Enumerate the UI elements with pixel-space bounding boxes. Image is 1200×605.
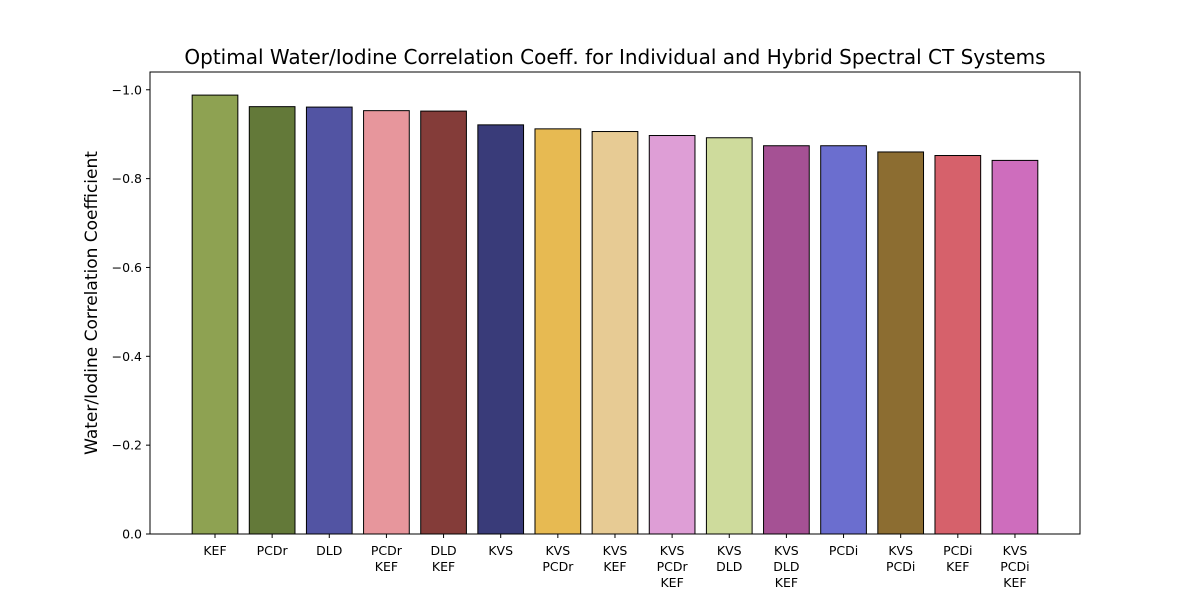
x-tick-label-line: KVS (488, 543, 513, 558)
bar-kvs-dld (705, 137, 753, 535)
x-tick-label-line: PCDi (943, 543, 972, 558)
y-tick-label: −0.4 (112, 349, 142, 364)
x-tick-label-line: KVS (660, 543, 685, 558)
x-tick-label: KVS KEF (603, 543, 628, 574)
chart-title: Optimal Water/Iodine Correlation Coeff. … (184, 45, 1045, 69)
x-tick-label: PCDr KEF (371, 543, 403, 574)
y-tick-label: −1.0 (112, 82, 142, 97)
bars-group (191, 94, 1039, 535)
x-tick-label-line: PCDi (886, 559, 915, 574)
x-tick-label-line: PCDr (542, 559, 574, 574)
bar-kef (191, 94, 239, 535)
x-tick-label-line: PCDi (1000, 559, 1029, 574)
x-tick-label-line: PCDr (371, 543, 403, 558)
x-tick-label-line: KVS (603, 543, 628, 558)
x-tick-label: KVS DLD KEF (773, 543, 799, 590)
y-tick-label: −0.8 (112, 171, 142, 186)
bar-kvs (477, 124, 525, 535)
bar-kvs-kef (591, 131, 639, 535)
x-tick-label-line: DLD (773, 559, 799, 574)
x-tick-label-line: DLD (430, 543, 456, 558)
x-tick-label-line: KVS (774, 543, 799, 558)
bar-dld-kef (420, 110, 467, 535)
x-tick-label-line: KEF (603, 559, 626, 574)
x-tick-label: KEF (203, 543, 226, 558)
plot-frame (149, 71, 1081, 535)
bar-kvs-pcdi-kef (991, 159, 1039, 535)
x-tick-label-line: KEF (775, 575, 798, 590)
bar-kvs-pcdr (534, 128, 582, 535)
x-tick-label-line: DLD (316, 543, 342, 558)
x-tick-label-line: KVS (545, 543, 570, 558)
x-tick-label: KVS PCDr KEF (657, 543, 689, 590)
x-tick-label-line: KEF (1003, 575, 1026, 590)
x-tick-label: PCDr (257, 543, 289, 558)
x-tick-label: KVS PCDr (542, 543, 574, 574)
y-tick-label: −0.6 (112, 260, 142, 275)
x-tick-label: KVS PCDi (886, 543, 915, 574)
x-tick-label: PCDi (829, 543, 858, 558)
x-tick-label-line: KVS (717, 543, 742, 558)
bar-pcdi (820, 145, 867, 535)
x-tick-label: PCDi KEF (943, 543, 972, 574)
x-tick-label-line: PCDr (257, 543, 289, 558)
x-tick-label: DLD (316, 543, 342, 558)
bar-pcdi-kef (934, 155, 982, 535)
x-tick-label-line: KEF (203, 543, 226, 558)
y-tick-label: 0.0 (122, 527, 142, 542)
x-tick-label: KVS (488, 543, 513, 558)
x-tick-label-line: KVS (1003, 543, 1028, 558)
x-tick-label-line: KVS (888, 543, 913, 558)
x-tick-label-line: DLD (716, 559, 742, 574)
bar-dld (305, 106, 353, 535)
x-tick-label-line: PCDr (657, 559, 689, 574)
y-axis-ticks: 0.0 −0.2 −0.4 −0.6 −0.8 −1.0 (112, 82, 150, 542)
y-axis-label: Water/Iodine Correlation Coefficient (82, 151, 102, 455)
bar-pcdr-kef (363, 110, 410, 535)
x-tick-label: KVS DLD (716, 543, 742, 574)
x-tick-label: DLD KEF (430, 543, 456, 574)
x-tick-label-line: KEF (660, 575, 683, 590)
x-tick-label-line: KEF (946, 559, 969, 574)
bar-pcdr (248, 106, 296, 535)
bar-kvs-pcdr-kef (648, 135, 696, 535)
x-tick-label-line: PCDi (829, 543, 858, 558)
x-tick-label-line: KEF (375, 559, 398, 574)
x-tick-label: KVS PCDi KEF (1000, 543, 1029, 590)
bar-kvs-dld-kef (763, 145, 810, 535)
bar-kvs-pcdi (877, 151, 925, 535)
x-tick-label-line: KEF (432, 559, 455, 574)
y-tick-label: −0.2 (112, 438, 142, 453)
